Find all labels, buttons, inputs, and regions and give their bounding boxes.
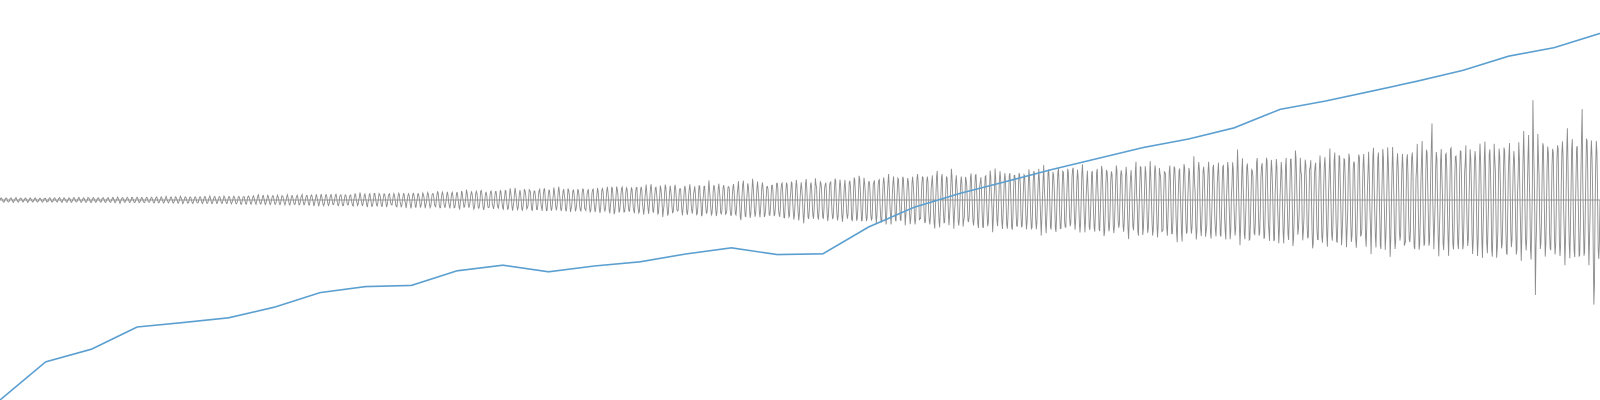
oscillation-series-line <box>0 100 1600 305</box>
trend-series-line <box>0 32 1600 400</box>
